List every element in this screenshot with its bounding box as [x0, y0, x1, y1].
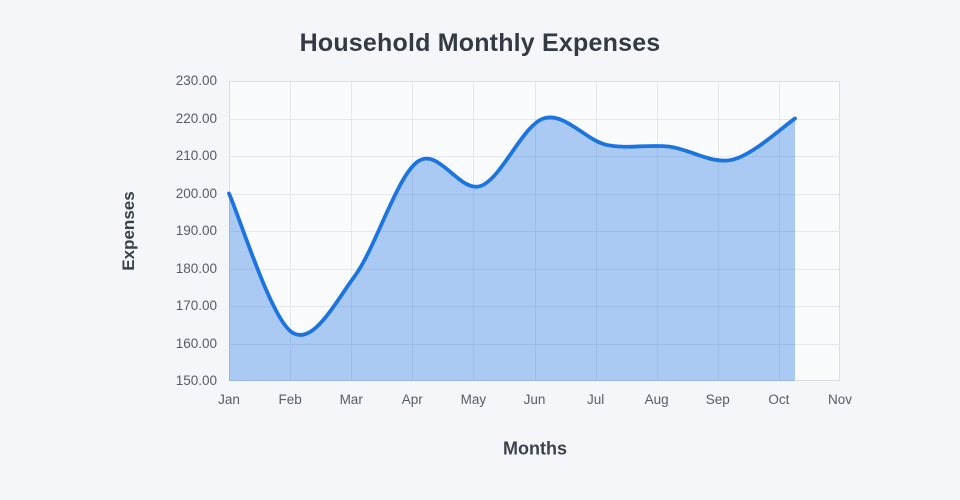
h-gridline — [229, 156, 840, 157]
x-tick-label: Feb — [278, 392, 302, 407]
line-stroke — [227, 115, 797, 337]
h-gridline — [229, 269, 840, 270]
y-tick-label: 220.00 — [175, 110, 217, 126]
y-tick-label: 170.00 — [175, 298, 217, 313]
x-tick-label: Apr — [401, 392, 423, 407]
x-tick-label: Nov — [827, 392, 852, 407]
x-tick-label: Mar — [339, 392, 363, 407]
area-fill — [229, 117, 795, 381]
h-gridline — [229, 380, 840, 381]
y-tick-label: 200.00 — [175, 185, 217, 201]
h-gridline — [229, 306, 840, 307]
x-tick-label: Jun — [523, 392, 546, 407]
x-axis-title: Months — [503, 438, 567, 459]
x-tick-label: Jan — [218, 392, 240, 407]
x-tick-label: May — [460, 392, 487, 407]
h-gridline — [229, 194, 840, 195]
x-tick-label: Sep — [705, 392, 730, 407]
gridlines — [229, 81, 840, 381]
y-tick-label: 230.00 — [175, 73, 217, 88]
plot-area — [227, 81, 840, 381]
h-gridline — [229, 119, 840, 120]
y-tick-label: 150.00 — [175, 373, 217, 388]
x-tick-label: Jul — [586, 392, 605, 407]
expenses-series — [227, 115, 797, 381]
h-gridline — [229, 81, 840, 82]
y-tick-label: 180.00 — [175, 260, 217, 276]
y-tick-label: 210.00 — [175, 148, 217, 163]
h-gridline — [229, 231, 840, 232]
x-tick-label: Aug — [644, 392, 669, 407]
y-tick-label: 190.00 — [175, 223, 217, 238]
x-tick-label: Oct — [768, 392, 790, 407]
h-gridline — [229, 344, 840, 345]
y-tick-label: 160.00 — [175, 335, 217, 351]
chart-title: Household Monthly Expenses — [299, 29, 661, 57]
